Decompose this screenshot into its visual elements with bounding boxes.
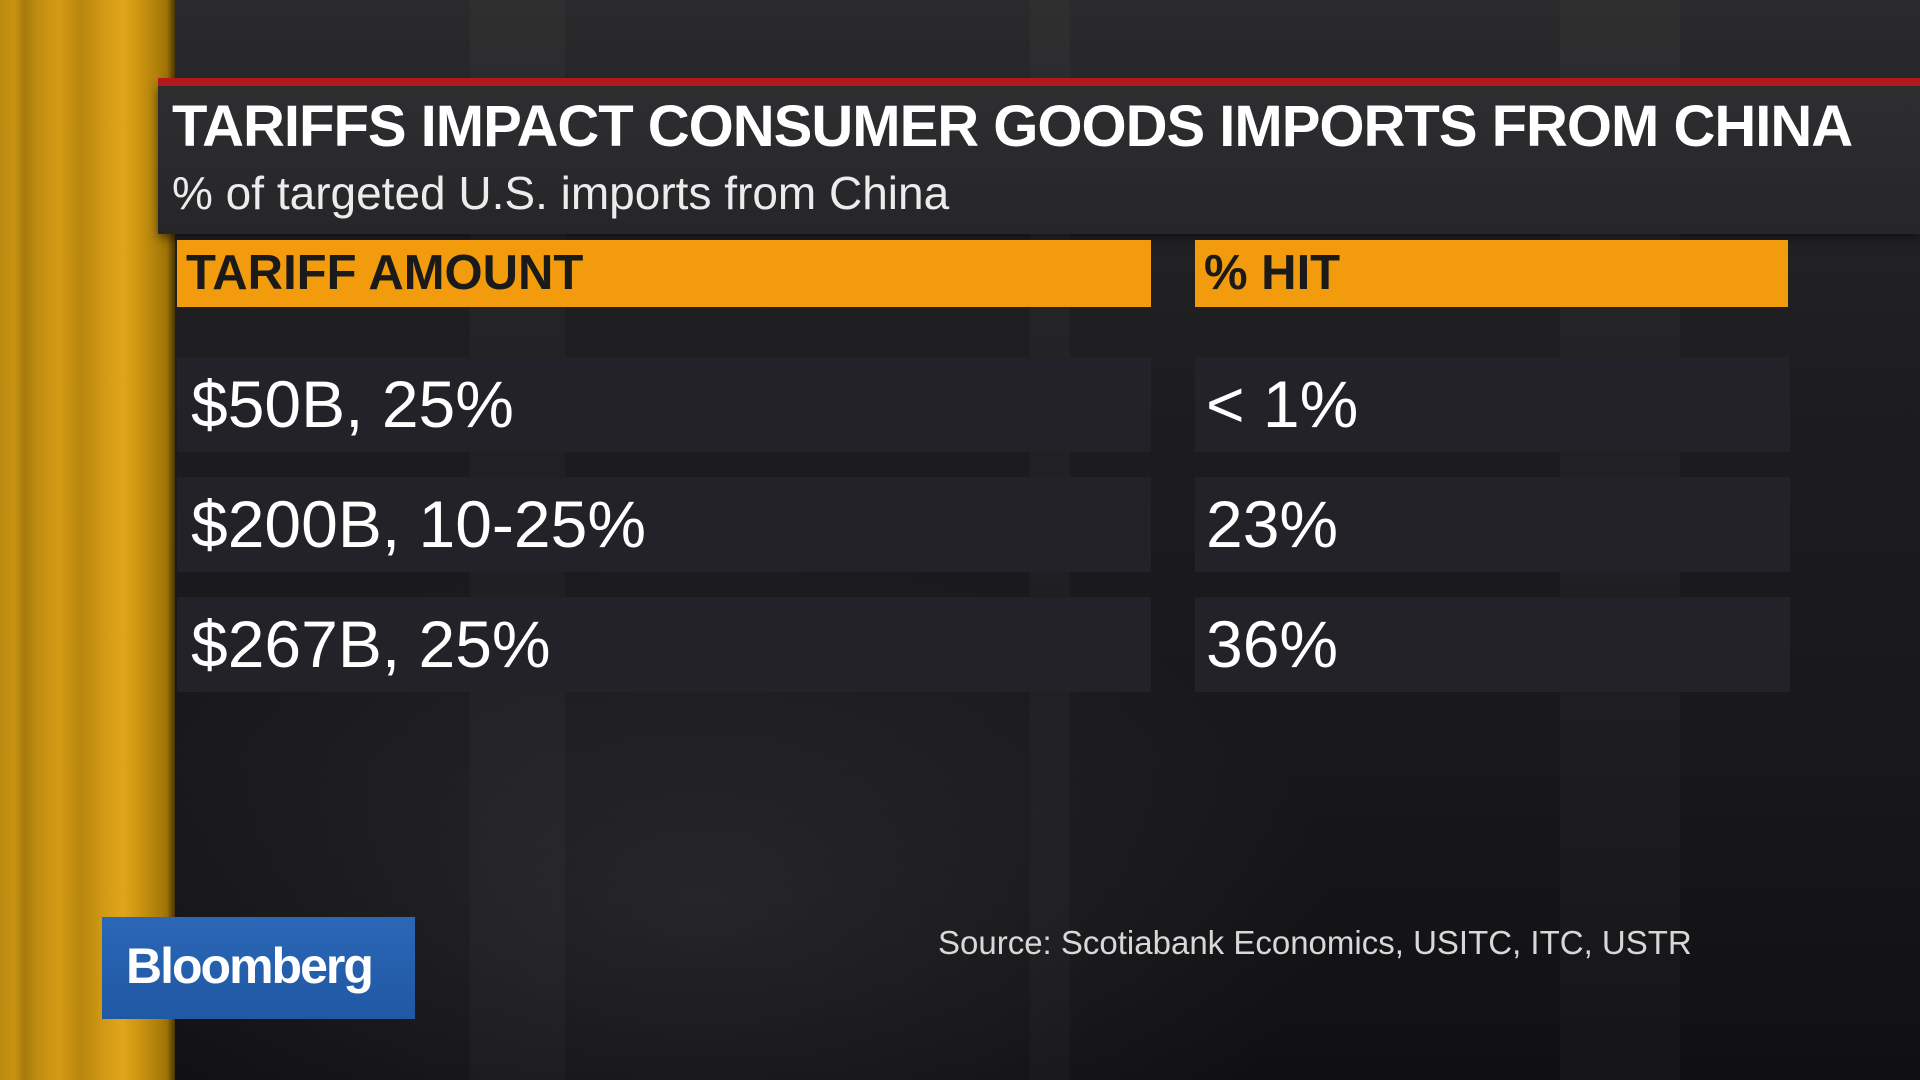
column-header-percent-hit: % HIT (1195, 240, 1788, 307)
table-cell-tariff-amount: $50B, 25% (177, 357, 1151, 452)
left-orange-pillar (0, 0, 175, 1080)
column-header-tariff-amount: TARIFF AMOUNT (177, 240, 1151, 307)
table-cell-percent-hit: 23% (1195, 477, 1790, 572)
chart-subtitle: % of targeted U.S. imports from China (172, 167, 950, 219)
table-cell-percent-hit: < 1% (1195, 357, 1790, 452)
source-note: Source: Scotiabank Economics, USITC, ITC… (938, 924, 1692, 961)
table-cell-percent-hit: 36% (1195, 597, 1790, 692)
logo-text: Bloomberg (126, 938, 374, 994)
title-red-rule (158, 78, 1920, 86)
bloomberg-logo: Bloomberg (102, 917, 415, 1019)
table-cell-tariff-amount: $200B, 10-25% (177, 477, 1151, 572)
table-cell-tariff-amount: $267B, 25% (177, 597, 1151, 692)
chart-title: TARIFFS IMPACT CONSUMER GOODS IMPORTS FR… (172, 94, 1853, 159)
title-band: TARIFFS IMPACT CONSUMER GOODS IMPORTS FR… (158, 78, 1920, 234)
